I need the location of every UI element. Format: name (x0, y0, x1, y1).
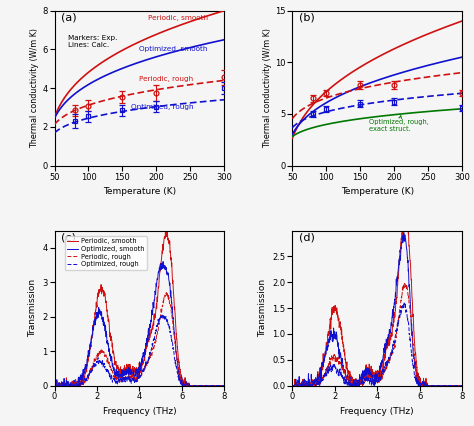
Optimized, smooth (160, 259, 166, 264)
Optimized, smooth (218, 383, 224, 388)
X-axis label: Frequency (THz): Frequency (THz) (103, 407, 176, 416)
Text: (b): (b) (299, 12, 315, 22)
Optimized, smooth (200, 383, 206, 388)
Periodic, smooth (200, 383, 206, 388)
Periodic, rough (200, 383, 206, 388)
Optimized, smooth (124, 367, 130, 372)
Periodic, rough (164, 290, 169, 295)
Optimized, rough (117, 379, 122, 384)
Optimized, smooth (117, 373, 122, 378)
Optimized, rough (218, 383, 224, 388)
Periodic, smooth (117, 374, 122, 380)
Y-axis label: Thermal conductivity (W/m K): Thermal conductivity (W/m K) (263, 28, 272, 148)
X-axis label: Frequency (THz): Frequency (THz) (340, 407, 414, 416)
Optimized, smooth (52, 383, 57, 388)
Line: Optimized, rough: Optimized, rough (55, 315, 224, 386)
Optimized, smooth (71, 381, 77, 386)
Periodic, rough (124, 376, 130, 381)
Text: Optimized, smooth: Optimized, smooth (139, 46, 208, 52)
Y-axis label: Thermal conductivity (W/m K): Thermal conductivity (W/m K) (30, 28, 39, 148)
Optimized, rough (81, 378, 87, 383)
Text: Optimized, rough: Optimized, rough (131, 104, 193, 109)
Text: Periodic, rough: Periodic, rough (139, 76, 193, 82)
Line: Periodic, smooth: Periodic, smooth (55, 230, 224, 386)
Optimized, rough (221, 383, 227, 388)
Line: Periodic, rough: Periodic, rough (55, 293, 224, 386)
Optimized, smooth (81, 369, 87, 374)
Text: (d): (d) (299, 232, 315, 242)
X-axis label: Temperature (K): Temperature (K) (103, 187, 176, 196)
Optimized, rough (124, 378, 130, 383)
Text: Optimized, rough,
exact struct.: Optimized, rough, exact struct. (369, 116, 428, 132)
Periodic, rough (81, 376, 87, 381)
Optimized, rough (161, 313, 166, 318)
Optimized, smooth (221, 383, 227, 388)
Legend: Periodic, smooth, Optimized, smooth, Periodic, rough, Optimized, rough: Periodic, smooth, Optimized, smooth, Per… (64, 236, 147, 270)
Periodic, rough (218, 383, 224, 388)
Optimized, rough (200, 383, 206, 388)
Text: (a): (a) (61, 12, 77, 22)
Y-axis label: Transmission: Transmission (258, 279, 267, 337)
Periodic, rough (117, 376, 122, 381)
Line: Optimized, smooth: Optimized, smooth (55, 262, 224, 386)
Periodic, smooth (221, 383, 227, 388)
Optimized, rough (71, 383, 77, 388)
Periodic, rough (71, 380, 77, 385)
Periodic, smooth (52, 383, 57, 388)
Periodic, rough (52, 383, 57, 388)
Periodic, smooth (164, 228, 170, 233)
Text: Periodic, smooth: Periodic, smooth (148, 15, 208, 21)
Periodic, smooth (218, 383, 224, 388)
Optimized, rough (52, 383, 57, 388)
Periodic, smooth (81, 374, 87, 380)
Periodic, rough (221, 383, 227, 388)
Y-axis label: Transmission: Transmission (27, 279, 36, 337)
X-axis label: Temperature (K): Temperature (K) (341, 187, 414, 196)
Text: Markers: Exp.
Lines: Calc.: Markers: Exp. Lines: Calc. (68, 35, 118, 49)
Periodic, smooth (71, 383, 77, 388)
Periodic, smooth (124, 365, 130, 370)
Text: (c): (c) (61, 232, 76, 242)
